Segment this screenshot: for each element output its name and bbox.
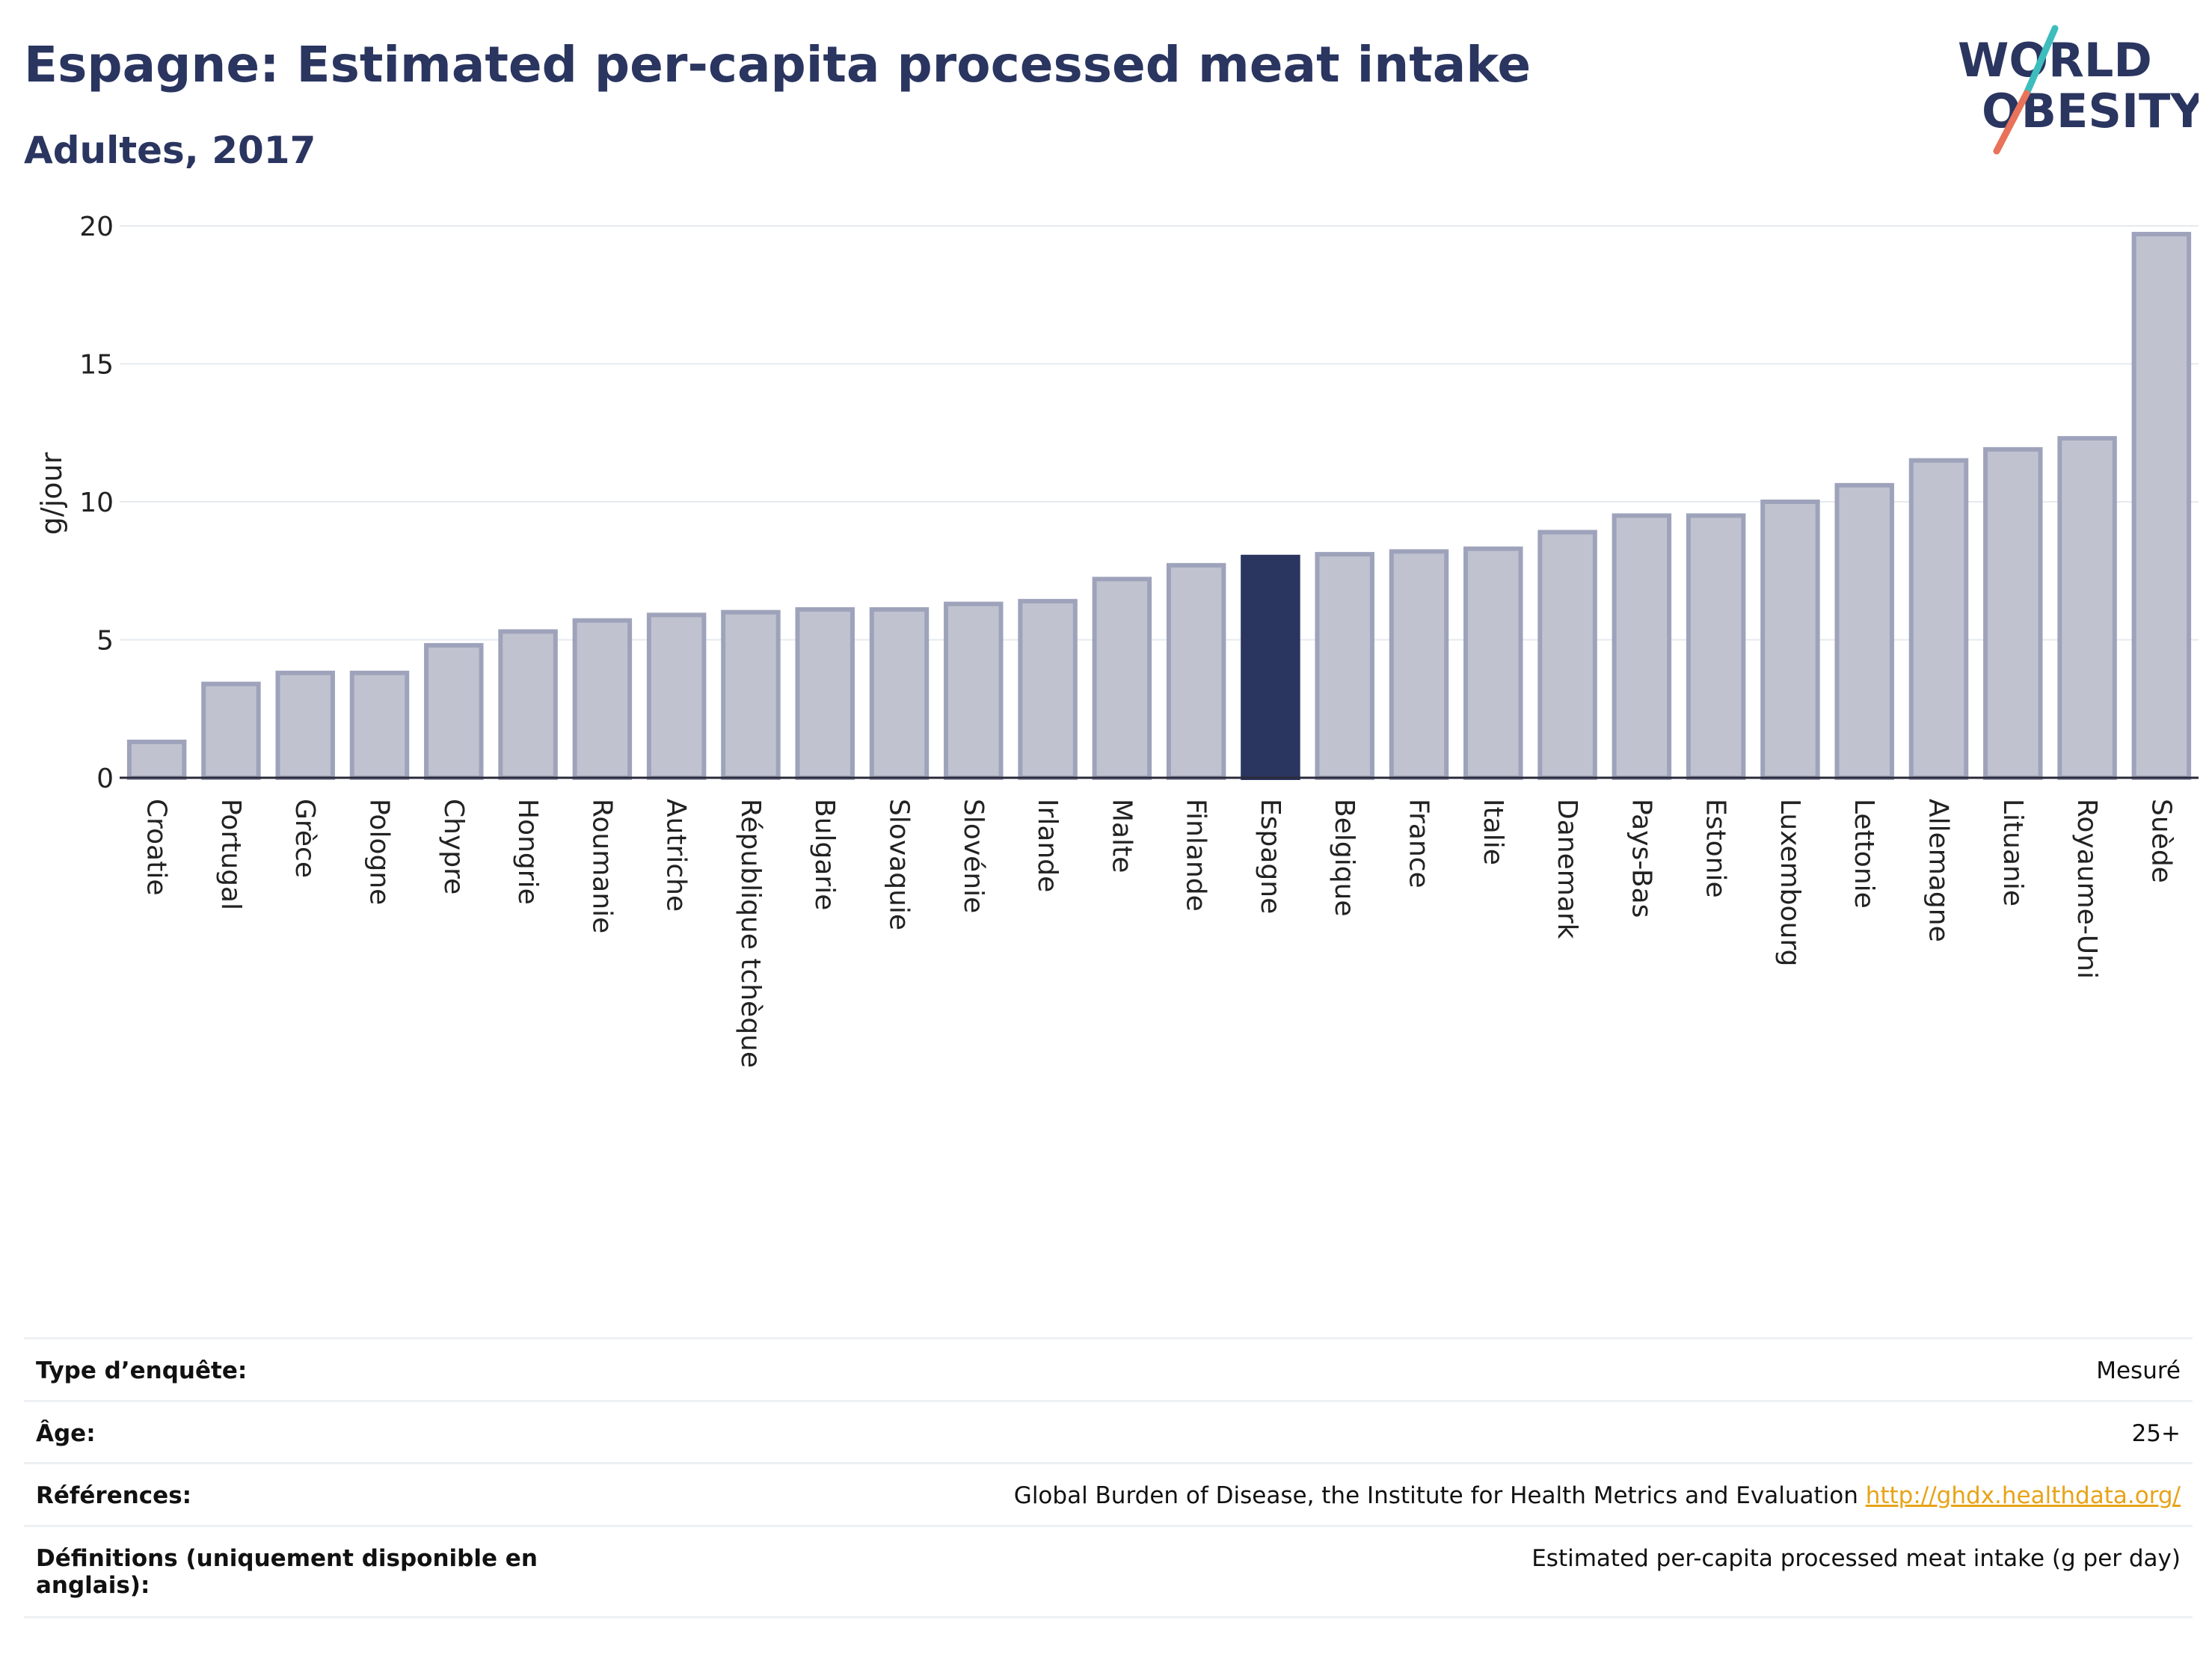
- bar-espagne: [1241, 554, 1300, 780]
- x-tick-label: Estonie: [1701, 799, 1731, 898]
- x-tick-label: Lettonie: [1849, 799, 1879, 909]
- x-tick-label: Allemagne: [1923, 799, 1954, 942]
- x-tick-label: Irlande: [1032, 799, 1063, 892]
- meta-value-text: Mesuré: [2096, 1357, 2181, 1384]
- meta-label: Définitions (uniquement disponible en an…: [36, 1545, 538, 1599]
- y-tick-label: 5: [96, 626, 114, 657]
- bar-finlande: [1166, 562, 1226, 780]
- bar-autriche: [646, 612, 707, 780]
- bar-malte: [1092, 577, 1152, 780]
- bar-royaume-uni: [2057, 436, 2117, 780]
- meta-label: Âge:: [36, 1420, 96, 1447]
- x-tick-label: Royaume-Uni: [2071, 799, 2102, 979]
- source-link[interactable]: http://ghdx.healthdata.org/: [1865, 1482, 2181, 1509]
- x-tick-label: Malte: [1106, 799, 1137, 873]
- bar-allemagne: [1908, 458, 1969, 781]
- x-tick-label: Hongrie: [512, 799, 543, 905]
- bar-chart: 0 5 10 15 20 Croatie Portugal Grèce Pologne Chyp…: [35, 212, 2199, 1068]
- x-tick-label: Slovaquie: [884, 799, 915, 930]
- bar-italie: [1463, 546, 1523, 780]
- x-tick-label: Finlande: [1181, 799, 1211, 912]
- x-tick-label: Danemark: [1552, 799, 1582, 939]
- y-axis-label: g/jour: [35, 452, 68, 535]
- bar-luxembourg: [1760, 500, 1820, 780]
- logo-slash-coral: [1993, 90, 2030, 155]
- bar-slovaquie: [869, 607, 930, 780]
- x-tick-label: Pologne: [364, 799, 395, 905]
- bar-gr-ce: [275, 670, 335, 781]
- meta-value-text: Estimated per-capita processed meat inta…: [1531, 1545, 2181, 1572]
- bar-r-publique-tch-que: [721, 610, 781, 780]
- meta-value-text: 25+: [2131, 1420, 2181, 1447]
- bar-chypre: [424, 642, 484, 780]
- meta-row: Âge: 25+: [24, 1402, 2193, 1464]
- meta-value: 25+: [2132, 1420, 2181, 1447]
- bar-belgique: [1315, 552, 1374, 780]
- bar-portugal: [201, 681, 261, 780]
- y-tick-label: 0: [96, 764, 114, 794]
- x-tick-label: Bulgarie: [809, 799, 840, 910]
- meta-value-text: Global Burden of Disease, the Institute …: [1013, 1482, 1858, 1509]
- bar-lettonie: [1834, 482, 1894, 780]
- bar-roumanie: [572, 618, 633, 780]
- bar-irlande: [1018, 598, 1078, 781]
- y-tick-label: 10: [79, 488, 114, 518]
- x-tick-label: République tchèque: [735, 799, 766, 1068]
- bar-lituanie: [1983, 446, 2043, 780]
- bar-pays-bas: [1612, 513, 1672, 780]
- x-tick-label: Slovénie: [958, 799, 989, 913]
- x-tick-label: Roumanie: [586, 799, 617, 933]
- metadata-table: Type d’enquête: Mesuré Âge: 25+ Références: G…: [24, 1337, 2193, 1618]
- world-obesity-logo: WORLD OBESITY: [1958, 25, 2199, 155]
- bar-france: [1389, 549, 1449, 780]
- bar-su-de: [2131, 232, 2192, 780]
- meta-label: Type d’enquête:: [36, 1357, 248, 1384]
- y-tick-label: 20: [79, 212, 114, 242]
- x-tick-label: Pays-Bas: [1626, 799, 1656, 918]
- bar-croatie: [126, 740, 187, 781]
- x-tick-label: Suède: [2145, 799, 2176, 883]
- x-tick-label: Belgique: [1329, 799, 1360, 917]
- x-tick-label: Lituanie: [1997, 799, 2028, 906]
- bar-slov-nie: [944, 601, 1004, 781]
- meta-row: Définitions (uniquement disponible en an…: [24, 1527, 2193, 1618]
- x-tick-label: Luxembourg: [1775, 799, 1805, 966]
- x-tick-label: Grèce: [289, 799, 320, 878]
- chart-subtitle: Adultes, 2017: [24, 129, 316, 172]
- bar-danemark: [1537, 529, 1597, 781]
- chart-title: Espagne: Estimated per-capita processed …: [24, 36, 1531, 93]
- y-tick-labels: 0 5 10 15 20: [79, 212, 114, 794]
- meta-row: Références: Global Burden of Disease, the…: [24, 1464, 2193, 1527]
- x-tick-label: Chypre: [438, 799, 469, 894]
- x-tick-label: France: [1404, 799, 1434, 888]
- meta-row: Type d’enquête: Mesuré: [24, 1339, 2193, 1402]
- y-tick-label: 15: [79, 350, 114, 381]
- x-tick-labels: Croatie Portugal Grèce Pologne Chypre Hongrie…: [141, 799, 2177, 1068]
- meta-label: Références:: [36, 1482, 192, 1509]
- bar-bulgarie: [795, 607, 855, 780]
- x-tick-label: Portugal: [215, 799, 246, 910]
- meta-value: Mesuré: [2096, 1357, 2181, 1384]
- bar-hongrie: [498, 629, 558, 780]
- x-tick-label: Espagne: [1255, 799, 1285, 914]
- meta-value: Estimated per-capita processed meat inta…: [1531, 1545, 2181, 1572]
- logo-word-world: WORLD: [1958, 33, 2152, 87]
- x-tick-label: Autriche: [661, 799, 692, 912]
- x-tick-label: Croatie: [141, 799, 172, 896]
- bars: [126, 232, 2192, 781]
- x-tick-label: Italie: [1478, 799, 1508, 865]
- meta-value: Global Burden of Disease, the Institute …: [1014, 1482, 2181, 1509]
- bar-pologne: [349, 670, 410, 781]
- bar-estonie: [1686, 513, 1746, 780]
- logo-slash-teal: [2023, 25, 2059, 97]
